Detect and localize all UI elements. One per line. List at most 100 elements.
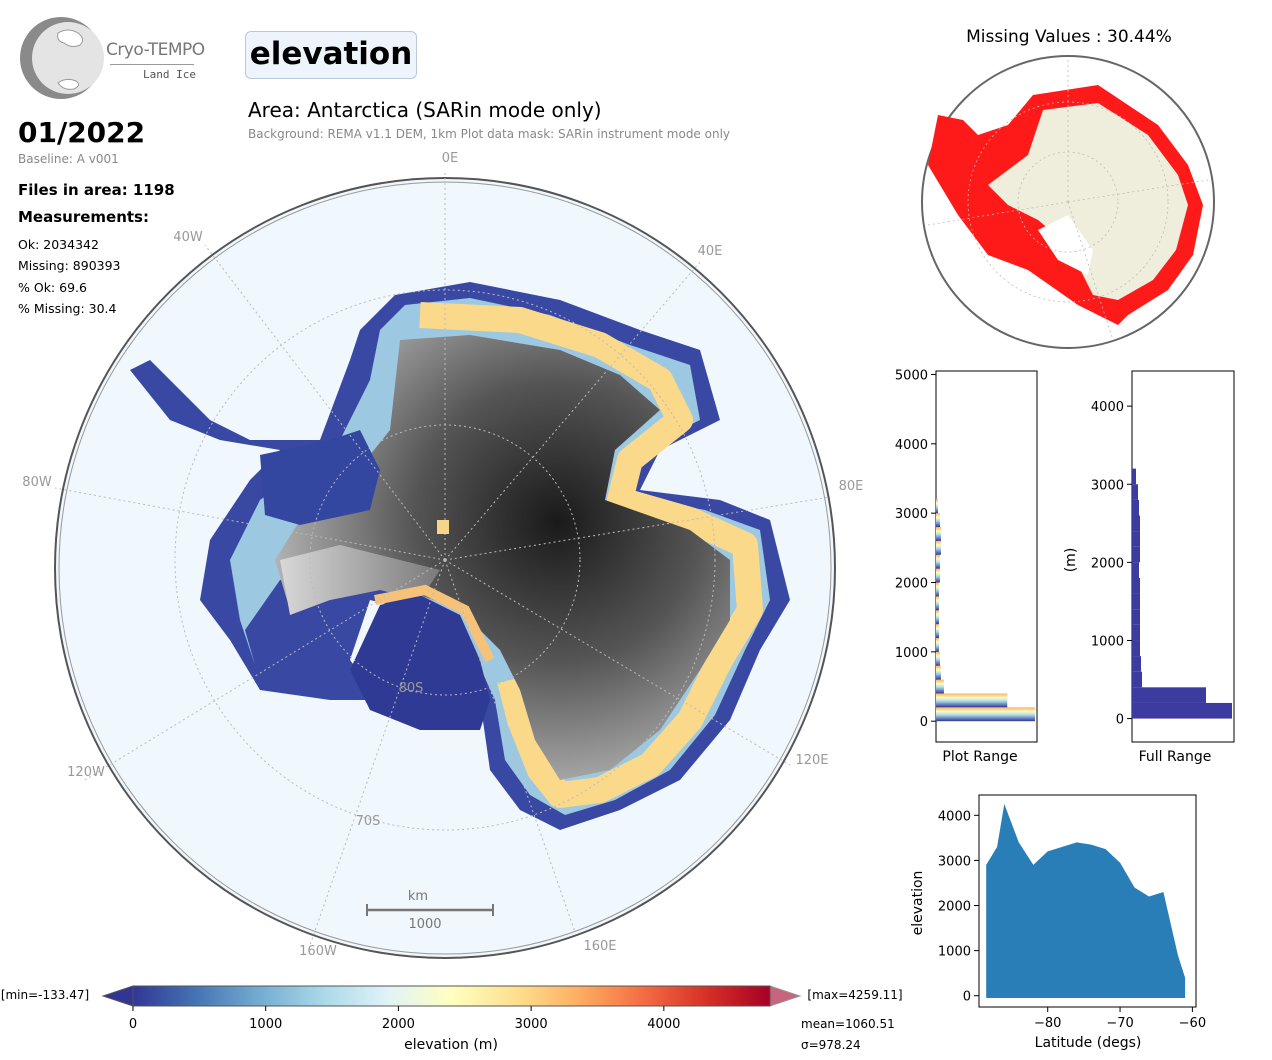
full-range-frame: [1131, 370, 1235, 743]
colorbar-tick-label: 3000: [515, 1017, 548, 1032]
pct-ok: % Ok: 69.6: [18, 280, 87, 295]
histogram-bar: [936, 707, 1035, 722]
plot-range-xlabel: Plot Range: [942, 749, 1017, 765]
histogram-bar: [1132, 624, 1140, 641]
histogram-bar: [1132, 702, 1232, 719]
histogram-bar: [1132, 468, 1136, 485]
scale-unit: km: [408, 889, 428, 904]
histogram-bar: [936, 693, 1008, 708]
y-tick-label: 3000: [938, 854, 971, 869]
colorbar-min-extend: [101, 985, 134, 1007]
lon-label-120w: 120W: [67, 765, 105, 780]
scale-bar: km 1000: [366, 889, 494, 932]
colorbar-tick-label: 2000: [382, 1017, 415, 1032]
y-tick-label: 0: [1116, 713, 1124, 728]
histogram-bar: [1132, 562, 1139, 578]
histogram-bar: [1132, 531, 1140, 547]
histogram-bar: [1132, 593, 1140, 610]
y-tick-label: 3000: [1091, 478, 1124, 493]
colorbar-tick-label: 4000: [647, 1017, 680, 1032]
lon-label-0e: 0E: [442, 151, 459, 166]
lon-label-120e: 120E: [795, 753, 828, 768]
date-label: 01/2022: [18, 116, 146, 149]
colorbar: 0 1000 2000 3000 4000 [min=-133.47] [max=425…: [1, 985, 903, 1053]
lat-label-80s: 80S: [399, 681, 424, 696]
y-tick-label: 0: [920, 715, 928, 730]
baseline-label: Baseline: A v001: [18, 152, 119, 166]
histogram-bar: [1132, 640, 1140, 657]
x-tick-label: −80: [1034, 1016, 1061, 1031]
graticule: [54, 170, 831, 946]
histogram-bar: [936, 568, 940, 583]
ok-count: Ok: 2034342: [18, 237, 99, 252]
full-range-histogram: 0 1000 2000 3000 4000 Full Range (m): [1063, 370, 1235, 765]
files-count: Files in area: 1198: [18, 181, 175, 199]
ross-region: [350, 595, 490, 730]
ross-edge: [374, 584, 495, 663]
missing-values-map: [921, 55, 1215, 349]
interior-dem: [275, 335, 730, 780]
scatter-xlabel: Latitude (degs): [1035, 1035, 1142, 1051]
scale-value: 1000: [408, 917, 441, 932]
mean-label: mean=1060.51: [801, 1017, 895, 1031]
histogram-bar: [1132, 656, 1141, 672]
y-tick-label: 3000: [895, 507, 928, 522]
full-range-ylabel: (m): [1063, 548, 1079, 573]
histogram-bar: [936, 679, 944, 694]
y-tick-label: 1000: [1091, 634, 1124, 649]
area-title: Area: Antarctica (SARin mode only): [248, 98, 602, 122]
y-tick-label: 4000: [938, 809, 971, 824]
histogram-bar: [1132, 499, 1139, 516]
colorbar-tick-label: 1000: [249, 1017, 282, 1032]
y-tick-label: 1000: [895, 646, 928, 661]
scatter-ylabel: elevation: [910, 871, 926, 936]
histogram-bar: [936, 624, 939, 638]
histogram-bar: [1132, 609, 1140, 625]
histogram-bar: [936, 610, 939, 625]
lon-label-160e: 160E: [583, 939, 616, 954]
y-tick-label: 2000: [895, 577, 928, 592]
lon-label-80w: 80W: [22, 475, 52, 490]
histogram-bar: [936, 513, 940, 528]
sigma-label: σ=978.24: [801, 1038, 861, 1052]
histogram-bar: [1132, 515, 1140, 532]
histogram-bar: [936, 665, 941, 680]
scatter-point-cloud: [986, 804, 1186, 998]
logo-divider: [110, 64, 194, 65]
colorbar-max-extend: [769, 985, 802, 1007]
histogram-bar: [936, 499, 938, 514]
pct-missing: % Missing: 30.4: [18, 301, 117, 316]
histogram-bar: [1132, 687, 1206, 703]
lon-label-80e: 80E: [839, 479, 864, 494]
histogram-bar: [1132, 546, 1140, 563]
lat-label-70s: 70S: [356, 814, 381, 829]
colorbar-tick-label: 0: [129, 1017, 137, 1032]
histogram-bar: [936, 540, 941, 555]
y-tick-label: 1000: [938, 945, 971, 960]
lon-label-160w: 160W: [299, 944, 337, 959]
x-tick-label: −70: [1106, 1016, 1133, 1031]
colorbar-min-label: [min=-133.47]: [1, 988, 89, 1002]
histogram-bar: [1132, 484, 1138, 500]
coastal-yellow: [419, 302, 763, 808]
weddell-region: [260, 430, 380, 525]
missing-count: Missing: 890393: [18, 258, 121, 273]
lon-label-40e: 40E: [698, 244, 723, 259]
variable-title: elevation: [245, 31, 417, 79]
histogram-bar: [936, 554, 940, 569]
colorbar-ramp: [132, 985, 771, 1007]
lon-label-40w: 40W: [173, 230, 203, 245]
plot-range-frame: [935, 370, 1038, 743]
plot-range-histogram: 0 1000 2000 3000 4000 5000 Plot Range: [895, 368, 1038, 765]
y-tick-label: 5000: [895, 368, 928, 383]
measurements-heading: Measurements:: [18, 208, 149, 226]
y-tick-label: 0: [963, 990, 971, 1005]
west-dem: [280, 545, 440, 615]
y-tick-label: 2000: [938, 900, 971, 915]
histogram-bar: [1132, 577, 1140, 594]
histogram-bar: [936, 582, 939, 597]
main-map: 0E 40E 80E 120E 160E 40W 80W 120W 160W 8…: [22, 151, 864, 959]
x-tick-label: −60: [1179, 1016, 1206, 1031]
y-tick-label: 4000: [895, 438, 928, 453]
logo-title: Cryo-TEMPO: [106, 40, 205, 60]
